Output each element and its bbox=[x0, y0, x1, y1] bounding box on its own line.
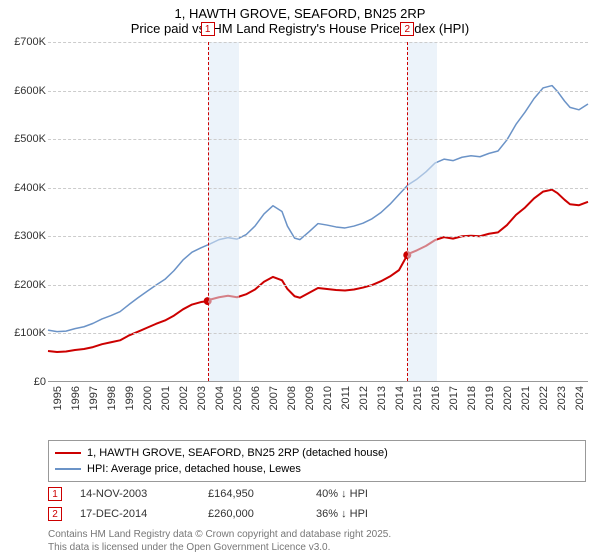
x-tick-label: 1995 bbox=[52, 386, 64, 410]
x-tick-label: 1999 bbox=[124, 386, 136, 410]
gridline bbox=[48, 333, 588, 334]
legend-label: 1, HAWTH GROVE, SEAFORD, BN25 2RP (detac… bbox=[87, 445, 388, 461]
x-tick-label: 1997 bbox=[88, 386, 100, 410]
x-tick-label: 2019 bbox=[484, 386, 496, 410]
footer: Contains HM Land Registry data © Crown c… bbox=[48, 528, 391, 554]
x-tick-label: 2002 bbox=[178, 386, 190, 410]
x-tick-label: 2018 bbox=[466, 386, 478, 410]
footer-line-2: This data is licensed under the Open Gov… bbox=[48, 541, 391, 554]
footer-line-1: Contains HM Land Registry data © Crown c… bbox=[48, 528, 391, 541]
gridline bbox=[48, 188, 588, 189]
y-tick-label: £500K bbox=[0, 133, 46, 145]
x-tick-label: 2021 bbox=[520, 386, 532, 410]
x-tick-label: 1998 bbox=[106, 386, 118, 410]
x-tick-label: 2000 bbox=[142, 386, 154, 410]
x-tick-label: 2007 bbox=[268, 386, 280, 410]
y-tick-label: £600K bbox=[0, 85, 46, 97]
x-tick-label: 1996 bbox=[70, 386, 82, 410]
gridline bbox=[48, 91, 588, 92]
sales-row-diff: 40% ↓ HPI bbox=[316, 488, 416, 500]
sales-row-diff: 36% ↓ HPI bbox=[316, 508, 416, 520]
sales-row-price: £164,950 bbox=[208, 488, 298, 500]
y-tick-label: £0 bbox=[0, 376, 46, 388]
chart-area: 12 £0£100K£200K£300K£400K£500K£600K£700K… bbox=[0, 42, 600, 432]
x-tick-label: 2022 bbox=[538, 386, 550, 410]
x-tick-label: 2023 bbox=[556, 386, 568, 410]
x-tick-label: 2009 bbox=[304, 386, 316, 410]
x-tick-label: 2011 bbox=[340, 386, 352, 410]
x-tick-label: 2024 bbox=[574, 386, 586, 410]
gridline bbox=[48, 236, 588, 237]
x-tick-label: 2003 bbox=[196, 386, 208, 410]
sales-row-date: 17-DEC-2014 bbox=[80, 508, 190, 520]
title-block: 1, HAWTH GROVE, SEAFORD, BN25 2RP Price … bbox=[0, 0, 600, 36]
y-tick-label: £400K bbox=[0, 182, 46, 194]
sale-marker-box: 2 bbox=[400, 22, 414, 36]
y-tick-label: £200K bbox=[0, 279, 46, 291]
x-tick-label: 2017 bbox=[448, 386, 460, 410]
title-line-1: 1, HAWTH GROVE, SEAFORD, BN25 2RP bbox=[0, 6, 600, 21]
gridline bbox=[48, 285, 588, 286]
sale-vline bbox=[407, 42, 408, 381]
x-tick-label: 2006 bbox=[250, 386, 262, 410]
y-tick-label: £100K bbox=[0, 327, 46, 339]
legend-row: HPI: Average price, detached house, Lewe… bbox=[55, 461, 579, 477]
x-tick-label: 2013 bbox=[376, 386, 388, 410]
series-svg bbox=[48, 42, 588, 381]
x-tick-label: 2016 bbox=[430, 386, 442, 410]
sale-marker-box: 1 bbox=[201, 22, 215, 36]
x-tick-label: 2001 bbox=[160, 386, 172, 410]
sales-row-marker: 2 bbox=[48, 507, 62, 521]
legend-label: HPI: Average price, detached house, Lewe… bbox=[87, 461, 301, 477]
gridline bbox=[48, 42, 588, 43]
sale-vline bbox=[208, 42, 209, 381]
x-tick-label: 2014 bbox=[394, 386, 406, 410]
sales-row-date: 14-NOV-2003 bbox=[80, 488, 190, 500]
sales-row-marker: 1 bbox=[48, 487, 62, 501]
series-property bbox=[48, 190, 588, 352]
shade-band bbox=[407, 42, 437, 381]
plot-area: 12 bbox=[48, 42, 588, 382]
x-tick-label: 2012 bbox=[358, 386, 370, 410]
legend: 1, HAWTH GROVE, SEAFORD, BN25 2RP (detac… bbox=[48, 440, 586, 482]
sales-table: 1 14-NOV-2003 £164,950 40% ↓ HPI 2 17-DEC-201… bbox=[48, 484, 416, 524]
legend-swatch bbox=[55, 452, 81, 454]
x-tick-label: 2004 bbox=[214, 386, 226, 410]
y-tick-label: £700K bbox=[0, 36, 46, 48]
x-tick-label: 2015 bbox=[412, 386, 424, 410]
shade-band bbox=[208, 42, 239, 381]
sales-row: 1 14-NOV-2003 £164,950 40% ↓ HPI bbox=[48, 484, 416, 504]
x-tick-label: 2008 bbox=[286, 386, 298, 410]
x-tick-label: 2020 bbox=[502, 386, 514, 410]
x-tick-label: 2010 bbox=[322, 386, 334, 410]
series-hpi bbox=[48, 86, 588, 332]
gridline bbox=[48, 139, 588, 140]
legend-swatch bbox=[55, 468, 81, 470]
legend-row: 1, HAWTH GROVE, SEAFORD, BN25 2RP (detac… bbox=[55, 445, 579, 461]
x-tick-label: 2005 bbox=[232, 386, 244, 410]
chart-root: 1, HAWTH GROVE, SEAFORD, BN25 2RP Price … bbox=[0, 0, 600, 560]
sales-row: 2 17-DEC-2014 £260,000 36% ↓ HPI bbox=[48, 504, 416, 524]
sales-row-price: £260,000 bbox=[208, 508, 298, 520]
y-tick-label: £300K bbox=[0, 230, 46, 242]
title-line-2: Price paid vs. HM Land Registry's House … bbox=[0, 21, 600, 36]
